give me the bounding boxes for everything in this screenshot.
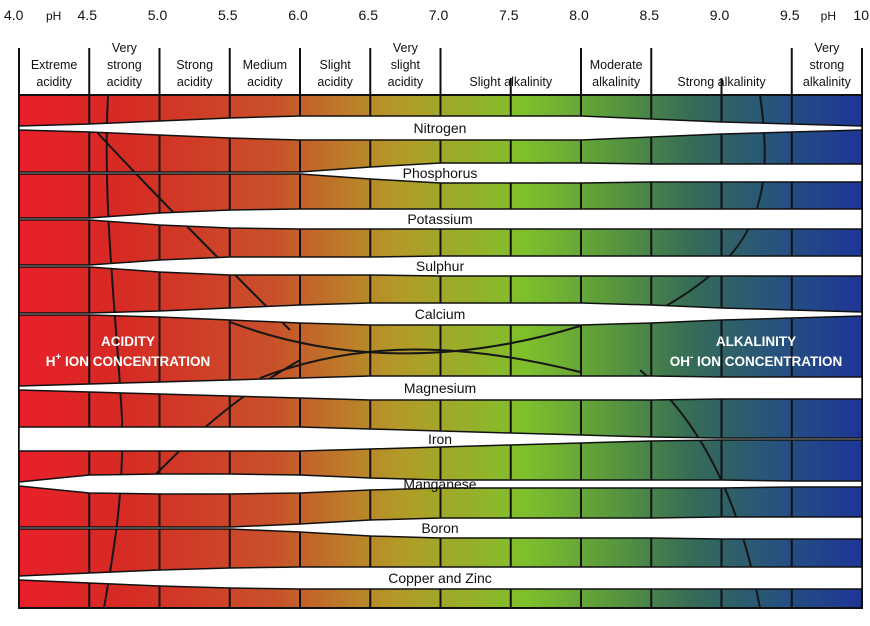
- band-label: Strong alkalinity: [677, 75, 766, 89]
- nutrient-label: Iron: [428, 431, 452, 447]
- alkalinity-label-ion: OH: [670, 354, 690, 369]
- band-label-line: Medium: [243, 58, 287, 72]
- diagram-header: 4.0 4.5 5.0 5.5 6.0 6.5 7.0 7.5 8.0 8.5 9.0 9.5 10 pH…: [4, 7, 869, 95]
- acidity-label-ion-charge: +: [55, 352, 61, 363]
- band-label: Very strong acidity: [107, 41, 143, 89]
- band-label-line: alkalinity: [592, 75, 641, 89]
- nutrient-label: Boron: [421, 520, 458, 536]
- ph-tick-label: 4.5: [78, 7, 98, 23]
- alkalinity-label-ion-charge: -: [690, 352, 693, 363]
- nutrient-ribbon: [18, 255, 863, 277]
- nutrient-ribbon: [18, 516, 863, 540]
- band-label-line: Strong: [176, 58, 213, 72]
- band-label-line: Very: [393, 41, 419, 55]
- ph-tick-label: 6.0: [288, 7, 308, 23]
- ph-tick-label: 4.0: [4, 7, 24, 23]
- band-label-line: Slight alkalinity: [469, 75, 552, 89]
- band-label: Slight alkalinity: [469, 75, 552, 89]
- nutrient-ribbon: [18, 375, 863, 401]
- band-label-line: Very: [112, 41, 138, 55]
- band-label-line: Moderate: [590, 58, 643, 72]
- acidity-label-subtitle: H+ ION CONCENTRATION: [46, 352, 211, 369]
- curve-center-upper: [229, 321, 581, 355]
- band-label-line: strong: [810, 58, 845, 72]
- nutrient-label: Copper and Zinc: [388, 570, 492, 586]
- band-label-line: acidity: [247, 75, 283, 89]
- curve-left-c: [149, 359, 301, 481]
- ph-tick-label: 5.0: [148, 7, 168, 23]
- acidity-label-title: ACIDITY: [101, 334, 155, 349]
- nutrient-label: Manganese: [403, 476, 476, 492]
- ph-tick-label: 8.0: [569, 7, 589, 23]
- acidity-label-ion: H: [46, 354, 56, 369]
- band-label-line: Extreme: [31, 58, 78, 72]
- nutrient-label: Nitrogen: [414, 120, 467, 136]
- ph-unit-label-right: pH: [821, 9, 836, 23]
- band-label: Medium acidity: [243, 58, 287, 89]
- band-label-line: acidity: [388, 75, 424, 89]
- nutrient-label: Sulphur: [416, 258, 465, 274]
- nutrient-ribbon: [18, 426, 863, 452]
- ph-tick-label: 7.5: [499, 7, 519, 23]
- nutrient-label: Potassium: [407, 211, 472, 227]
- alkalinity-label-concentration: ION CONCENTRATION: [693, 354, 842, 369]
- ph-tick-label: 5.5: [218, 7, 238, 23]
- band-label: Extreme acidity: [31, 58, 78, 89]
- band-label: Very strong alkalinity: [803, 41, 852, 89]
- band-label-line: Very: [814, 41, 840, 55]
- band-label: Very slight acidity: [388, 41, 424, 89]
- band-label-line: acidity: [107, 75, 143, 89]
- band-label-line: Strong alkalinity: [677, 75, 766, 89]
- band-label-line: alkalinity: [803, 75, 852, 89]
- concentration-labels: ACIDITY H+ ION CONCENTRATION ALKALINITY OH-…: [46, 334, 843, 369]
- ph-tick-label: 9.0: [710, 7, 730, 23]
- nutrient-ribbon: [18, 162, 863, 184]
- band-label: Slight acidity: [317, 58, 353, 89]
- nutrient-label: Calcium: [415, 306, 466, 322]
- band-label: Strong acidity: [176, 58, 213, 89]
- nutrient-ribbon: [18, 473, 863, 495]
- nutrient-ribbon: [18, 302, 863, 326]
- diagram-body: Nitrogen Phosphorus Potassium Sulphur Calciu…: [18, 94, 863, 609]
- band-label-line: acidity: [177, 75, 213, 89]
- band-label-line: Slight: [319, 58, 351, 72]
- alkalinity-label-subtitle: OH- ION CONCENTRATION: [670, 352, 843, 369]
- nutrient-ribbon: [18, 208, 863, 230]
- nutrient-label: Phosphorus: [403, 165, 478, 181]
- ph-tick-label: 9.5: [780, 7, 800, 23]
- alkalinity-label-title: ALKALINITY: [716, 334, 796, 349]
- curve-left-a: [103, 95, 124, 608]
- band-label-line: acidity: [317, 75, 353, 89]
- nutrient-label: Magnesium: [404, 380, 476, 396]
- band-label-line: slight: [391, 58, 421, 72]
- acidity-label-concentration: ION CONCENTRATION: [61, 354, 210, 369]
- ph-tick-label: 7.0: [429, 7, 449, 23]
- band-label: Moderate alkalinity: [590, 58, 643, 89]
- band-label-line: strong: [107, 58, 142, 72]
- ph-unit-label-left: pH: [46, 9, 61, 23]
- ph-tick-label: 10: [853, 7, 869, 23]
- nutrient-ribbons: Nitrogen Phosphorus Potassium Sulphur Calciu…: [18, 115, 863, 590]
- nutrient-ribbon: [18, 566, 863, 590]
- band-label-line: acidity: [36, 75, 72, 89]
- ph-tick-label: 8.5: [640, 7, 660, 23]
- ph-tick-label: 6.5: [359, 7, 379, 23]
- nutrient-ribbon: [18, 115, 863, 141]
